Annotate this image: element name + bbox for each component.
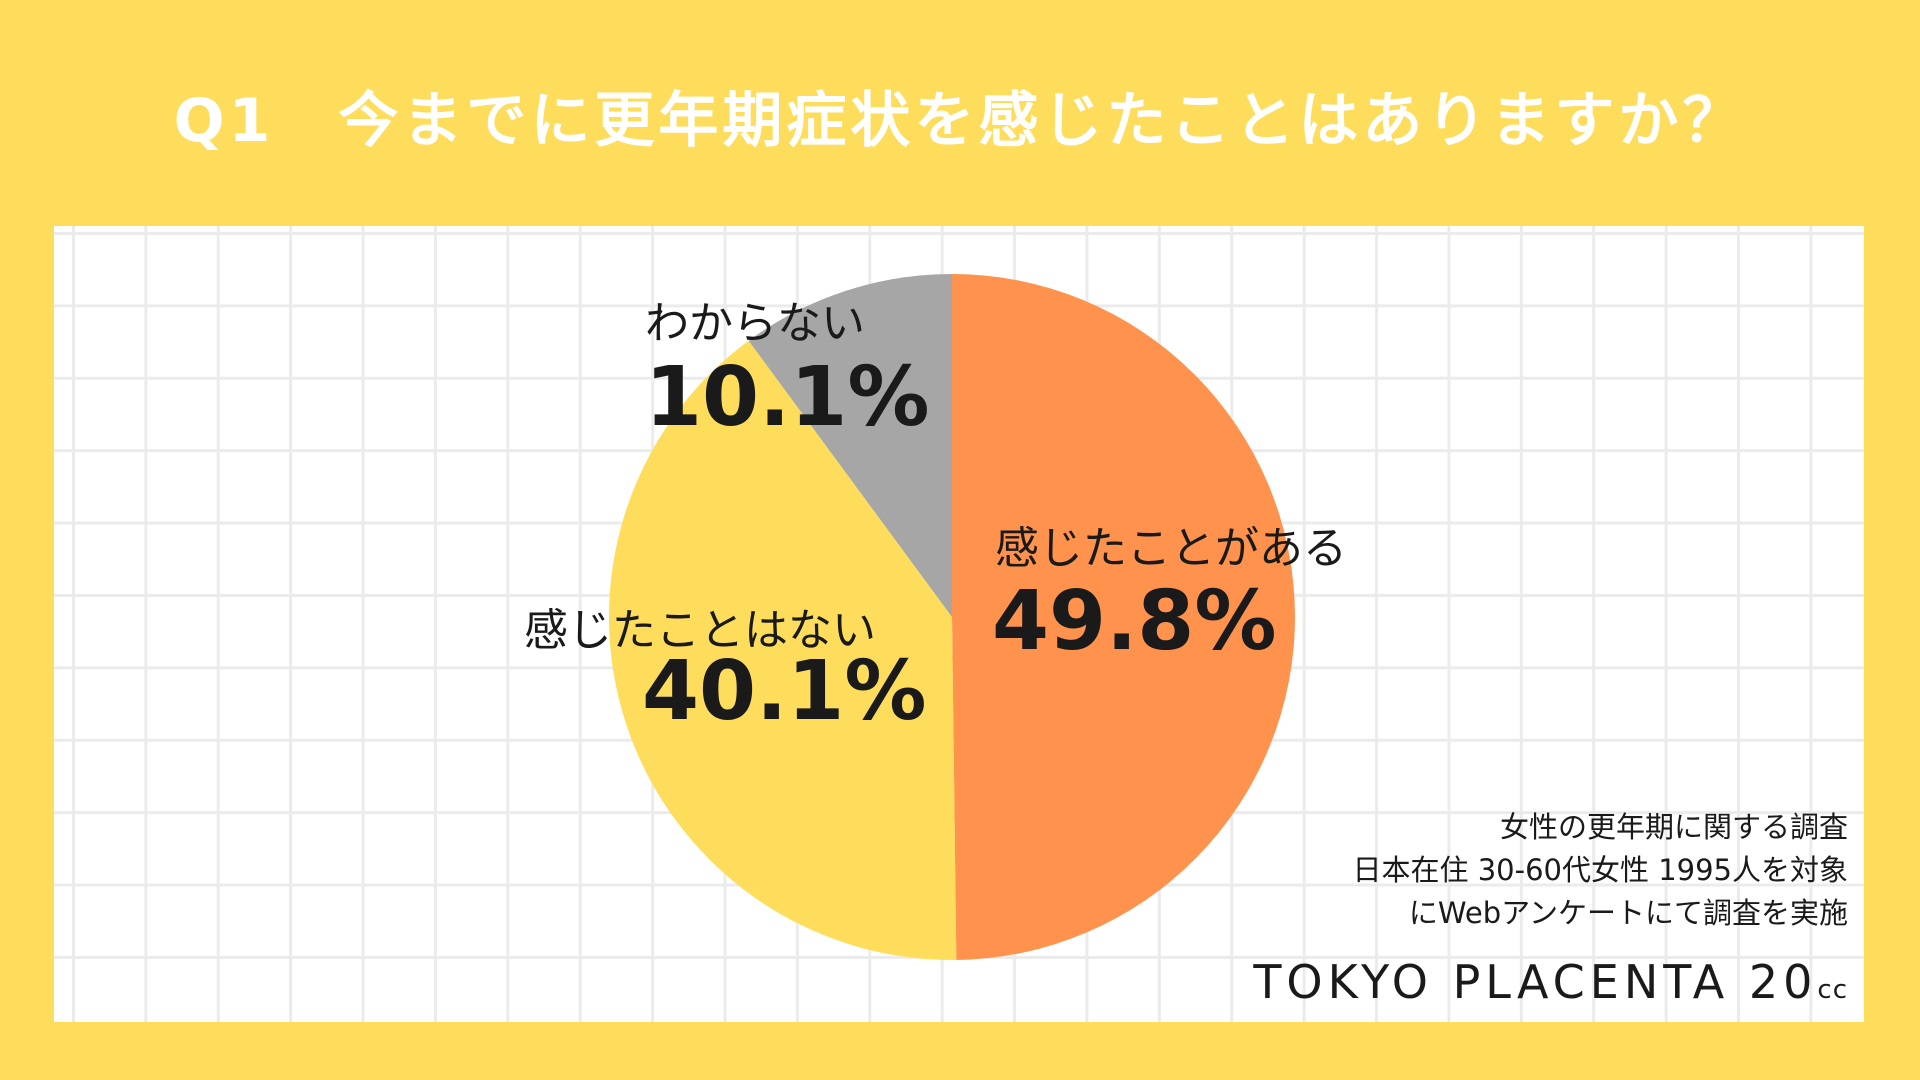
pie-slice-no [609, 340, 957, 960]
pie-slice-unknown [748, 274, 952, 617]
pie-slice-yes [952, 274, 1296, 960]
slice-value-yes: 49.8% [992, 574, 1277, 669]
slice-label-no: 感じたことはない [524, 605, 876, 656]
brand-logo: TOKYO PLACENTA 20cc [1253, 955, 1848, 1009]
survey-note-line: 日本在住 30-60代女性 1995人を対象 [1352, 853, 1848, 887]
slice-value-unknown: 10.1% [645, 350, 930, 445]
brand-logo-sub: cc [1817, 975, 1848, 1005]
survey-note-line: 女性の更年期に関する調査 [1499, 810, 1848, 844]
slice-label-yes: 感じたことがある [995, 523, 1347, 574]
survey-note: 女性の更年期に関する調査 日本在住 30-60代女性 1995人を対象 にWeb… [1352, 806, 1848, 935]
page-title: Q1 今までに更年期症状を感じたことはありますか？ [173, 86, 1747, 156]
survey-note-line: にWebアンケートにて調査を実施 [1408, 896, 1848, 930]
slice-value-no: 40.1% [642, 644, 927, 739]
brand-logo-main: TOKYO PLACENTA 20 [1253, 955, 1818, 1009]
slice-label-unknown: わからない [645, 298, 865, 349]
